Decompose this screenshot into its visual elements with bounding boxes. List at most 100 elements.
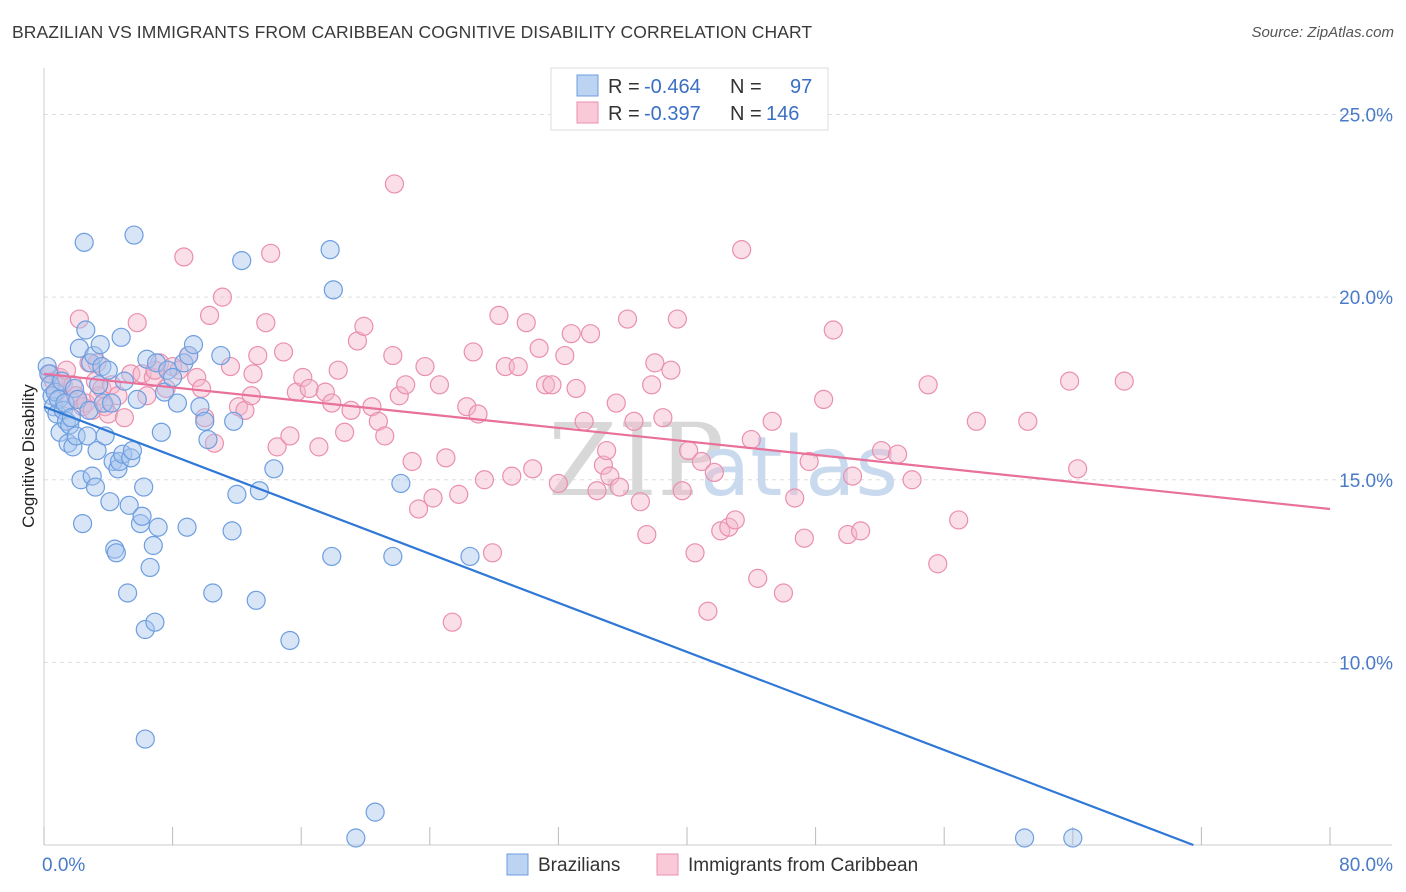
y-tick-labels: 10.0% 15.0% 20.0% 25.0% [1339,106,1393,675]
bottom-legend-label-caribbean: Immigrants from Caribbean [688,855,918,876]
blue-point-76 [203,583,223,603]
y-tick-label-1: 15.0% [1339,471,1393,492]
pink-point-122 [799,451,819,472]
pink-point-85 [535,375,556,395]
x-tick-label-0: 0.0% [42,855,85,876]
blue-point-89 [346,828,366,848]
blue-point-75 [198,429,218,450]
y-tick-label-2: 20.0% [1339,288,1393,309]
pink-point-133 [949,510,969,530]
pink-point-97 [609,477,630,497]
legend-swatch-pink [576,101,599,124]
pink-point-56 [341,400,361,420]
pink-point-129 [887,444,908,464]
pink-point-43 [256,313,276,333]
series-brazilians-points [37,225,1083,848]
pink-point-80 [502,466,522,486]
pink-point-115 [732,240,752,260]
pink-point-140 [597,440,617,461]
pink-point-58 [354,316,374,336]
pink-point-50 [299,378,319,399]
pink-point-77 [482,543,503,563]
pink-point-23 [127,313,147,333]
pink-point-117 [748,568,768,588]
axes [43,68,1392,846]
pink-point-21 [114,408,134,428]
pink-point-103 [653,408,673,428]
chart-title: BRAZILIAN VS IMMIGRANTS FROM CARIBBEAN C… [12,22,813,42]
pink-point-74 [463,342,483,362]
watermark-zip: ZIP [548,402,724,519]
blue-point-51 [122,440,143,461]
pink-point-131 [918,375,938,395]
pink-point-102 [645,353,665,373]
blue-point-56 [134,477,154,497]
pink-point-46 [273,342,294,362]
series-legend: Brazilians Immigrants from Caribbean [506,853,918,876]
pink-point-42 [248,345,268,366]
blue-point-37 [98,360,118,380]
blue-point-92 [391,473,411,494]
x-tick-labels: 0.0% 80.0% [42,855,1393,876]
pink-point-47 [280,426,300,446]
pink-point-91 [574,411,594,431]
pink-point-101 [637,524,657,545]
pink-point-141 [642,375,662,395]
blue-point-50 [121,448,141,468]
pink-point-61 [375,426,395,446]
pink-point-86 [542,375,562,395]
blue-point-95 [1063,828,1083,848]
pink-point-66 [408,499,429,519]
blue-point-34 [92,356,112,377]
pink-point-44 [261,243,281,263]
blue-point-18 [66,426,86,446]
pink-point-81 [508,356,528,377]
blue-point-29 [84,345,104,366]
blue-point-71 [179,345,199,366]
pink-point-98 [617,309,638,329]
pink-point-87 [548,473,569,494]
blue-point-58 [137,349,157,369]
blue-point-45 [111,327,131,347]
pink-point-64 [396,375,416,395]
pink-trend-line [43,372,1331,511]
legend-r-value-blue: -0.464 [644,76,701,98]
pink-point-67 [415,356,435,377]
pink-point-130 [902,470,922,490]
pink-point-62 [383,345,403,366]
y-axis-label: Cognitive Disability [19,384,38,528]
pink-point-36 [204,433,224,453]
pink-point-106 [672,481,692,501]
pink-point-88 [555,345,575,366]
blue-point-49 [119,495,139,515]
pink-point-92 [580,324,601,344]
blue-point-73 [190,397,210,417]
blue-point-43 [108,459,128,479]
blue-point-85 [280,630,300,651]
pink-point-134 [966,411,986,431]
pink-point-63 [389,386,409,406]
pink-point-116 [741,429,761,450]
pink-point-99 [624,411,644,431]
pink-point-120 [785,488,805,508]
pink-point-37 [212,287,233,307]
watermark-atlas: atlas [700,420,898,515]
pink-point-105 [667,309,687,329]
pink-point-54 [328,360,348,380]
pink-point-138 [1114,371,1134,391]
blue-point-93 [460,546,480,567]
pink-point-70 [436,448,456,468]
pink-point-135 [1018,411,1038,431]
pink-point-65 [402,451,422,472]
blue-point-35 [93,393,114,413]
blue-point-91 [383,546,403,567]
blue-point-52 [124,225,144,245]
pink-point-123 [814,389,834,410]
blue-point-96 [135,729,155,749]
pink-point-71 [442,612,462,632]
pink-point-55 [335,422,355,442]
pink-point-52 [315,382,335,402]
legend-r-value-pink: -0.397 [644,103,701,125]
legend-n-value-blue: 97 [790,76,812,98]
blue-point-7 [48,389,69,410]
